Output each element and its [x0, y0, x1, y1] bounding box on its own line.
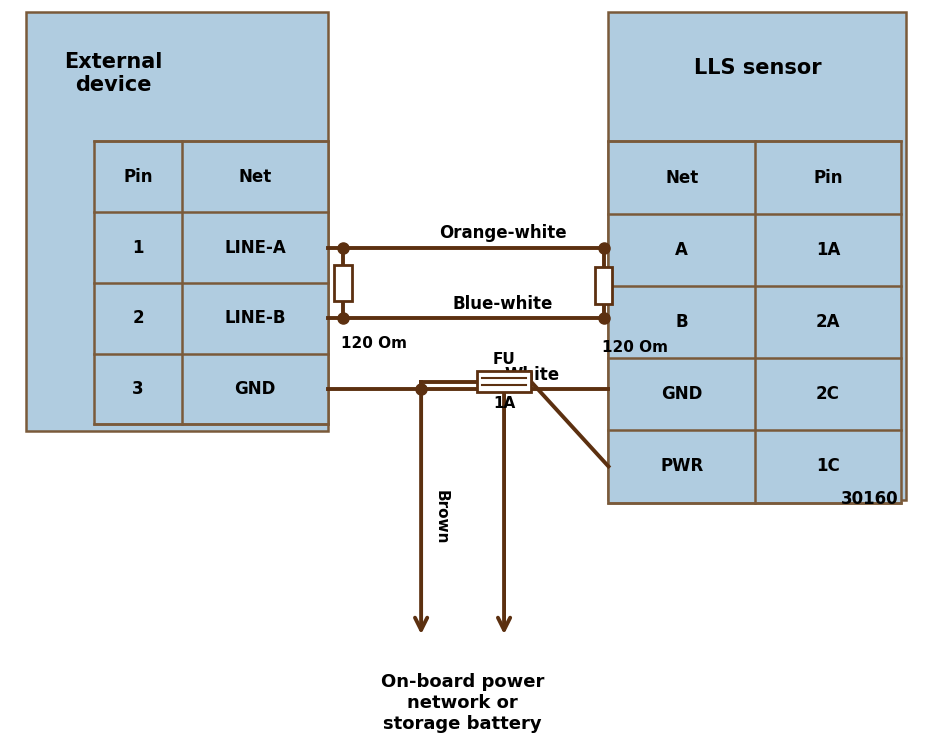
Text: 3: 3: [132, 380, 144, 398]
Text: Brown: Brown: [433, 490, 449, 545]
Text: PWR: PWR: [660, 458, 704, 475]
Text: LINE-B: LINE-B: [225, 310, 286, 327]
Text: FU: FU: [493, 352, 515, 367]
Text: Orange-white: Orange-white: [439, 224, 567, 242]
Text: 2C: 2C: [816, 385, 840, 403]
Text: White: White: [504, 366, 559, 384]
Text: LLS sensor: LLS sensor: [694, 58, 822, 78]
Text: 2A: 2A: [816, 313, 841, 331]
Text: 30160: 30160: [841, 490, 898, 508]
Text: Net: Net: [239, 168, 272, 186]
Text: External
device: External device: [64, 51, 163, 94]
Text: Blue-white: Blue-white: [452, 295, 553, 313]
Text: Pin: Pin: [123, 168, 153, 186]
Text: GND: GND: [235, 380, 276, 398]
Text: Net: Net: [665, 169, 698, 187]
Bar: [477, 371, 531, 392]
Text: GND: GND: [661, 385, 703, 403]
Text: 1: 1: [132, 239, 144, 257]
Text: Pin: Pin: [814, 169, 843, 187]
Bar: [26, 12, 328, 432]
Text: 2: 2: [132, 310, 144, 327]
Text: 1A: 1A: [493, 396, 515, 411]
Text: 1A: 1A: [816, 241, 841, 259]
Text: LINE-A: LINE-A: [225, 239, 286, 257]
Text: 120 Оm: 120 Оm: [341, 336, 407, 351]
Bar: [335, 265, 352, 301]
Text: B: B: [676, 313, 688, 331]
Bar: [609, 141, 901, 502]
Bar: [94, 141, 328, 425]
Text: A: A: [675, 241, 688, 259]
Text: 1C: 1C: [816, 458, 840, 475]
Bar: [595, 267, 612, 304]
Text: 120 Оm: 120 Оm: [602, 339, 667, 355]
Text: On-board power
network or
storage battery: On-board power network or storage batter…: [381, 673, 544, 733]
Bar: [609, 12, 906, 500]
